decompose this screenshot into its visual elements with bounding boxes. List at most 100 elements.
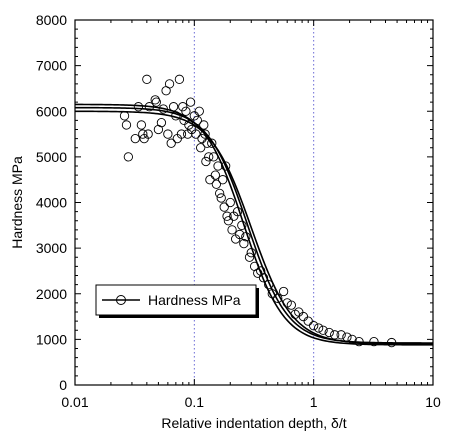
data-point (235, 229, 245, 240)
legend-entry-label: Hardness MPa (148, 292, 241, 308)
data-point (386, 337, 397, 348)
data-point (171, 111, 181, 121)
data-point (168, 102, 179, 112)
y-axis-label: Hardness MPa (9, 156, 25, 249)
legend: Hardness MPa (95, 284, 259, 318)
data-point (213, 161, 223, 171)
data-point (273, 293, 283, 303)
data-point (191, 129, 201, 139)
data-point (202, 138, 212, 148)
data-point (330, 330, 340, 340)
data-point (201, 156, 211, 167)
data-point (303, 316, 313, 326)
legend-marker-circle (116, 295, 126, 305)
x-axis-label: Relative indentation depth, δ/t (161, 415, 346, 431)
fit-curve (75, 110, 433, 345)
data-points (119, 74, 397, 348)
data-point (210, 170, 220, 180)
data-point (174, 74, 185, 84)
data-point (130, 133, 140, 144)
grid-layer (193, 20, 315, 385)
x-tick-label: 1 (310, 394, 318, 410)
data-point (119, 111, 130, 121)
data-point (151, 97, 161, 107)
data-point (133, 102, 144, 112)
data-point (216, 193, 226, 203)
data-point (164, 79, 175, 89)
y-tick-label: 5000 (36, 149, 67, 165)
y-tick-label: 6000 (36, 103, 67, 119)
data-point (237, 220, 247, 230)
y-tick-labels: 0 1000 2000 3000 4000 5000 6000 7000 8000 (36, 12, 67, 393)
y-tick-label: 8000 (36, 12, 67, 28)
y-tick-label: 3000 (36, 240, 67, 256)
data-point (184, 120, 194, 130)
data-point (185, 97, 196, 107)
data-point (181, 106, 191, 116)
data-point (166, 138, 176, 148)
data-point (369, 337, 379, 347)
data-point (336, 330, 346, 340)
x-tick-label: 0.1 (185, 394, 205, 410)
data-point (208, 152, 219, 162)
data-point (138, 129, 148, 139)
y-tick-label: 2000 (36, 286, 67, 302)
data-point (123, 152, 134, 162)
y-tick-label: 7000 (36, 58, 67, 74)
data-point (121, 120, 132, 130)
data-point (318, 325, 328, 335)
data-point (204, 152, 214, 162)
data-point (309, 321, 319, 331)
data-point (241, 232, 251, 242)
y-tick-label: 4000 (36, 195, 67, 211)
data-point (207, 138, 217, 148)
data-point (347, 334, 357, 345)
data-point (244, 252, 255, 262)
x-tick-labels: 0.01 0.1 1 10 (61, 394, 441, 410)
data-point (223, 216, 234, 226)
data-point (211, 179, 222, 189)
data-point (354, 337, 364, 347)
y-tick-label: 0 (59, 377, 67, 393)
data-point (192, 115, 203, 126)
data-point (258, 273, 269, 283)
data-point (150, 95, 160, 105)
data-point (253, 268, 263, 278)
x-tick-label: 10 (425, 394, 441, 410)
data-point (197, 133, 207, 144)
data-point (196, 143, 206, 153)
data-point (194, 106, 204, 116)
data-point (218, 175, 228, 185)
data-point (136, 120, 147, 130)
data-point (225, 197, 235, 208)
data-point (176, 129, 187, 139)
data-point (246, 248, 256, 258)
data-point (163, 129, 173, 139)
data-point (267, 289, 277, 299)
data-point (313, 323, 324, 333)
data-point (324, 327, 334, 338)
data-point (298, 311, 309, 322)
data-point (156, 118, 167, 128)
data-point (286, 300, 296, 310)
data-point (342, 332, 352, 342)
data-point (142, 74, 152, 84)
data-point (158, 104, 168, 114)
data-point (144, 102, 155, 112)
data-point (178, 102, 188, 112)
data-point (200, 129, 210, 139)
axis-ticks (74, 19, 434, 386)
data-point (264, 279, 274, 290)
data-point (219, 202, 229, 212)
data-point (239, 238, 249, 249)
data-point (205, 175, 215, 185)
data-point (232, 206, 243, 217)
data-point (278, 286, 289, 297)
data-point (221, 161, 231, 171)
data-point (199, 120, 209, 130)
data-point (256, 266, 266, 276)
data-point (143, 129, 153, 139)
y-tick-label: 1000 (36, 331, 67, 347)
x-tick-label: 0.01 (61, 394, 88, 410)
